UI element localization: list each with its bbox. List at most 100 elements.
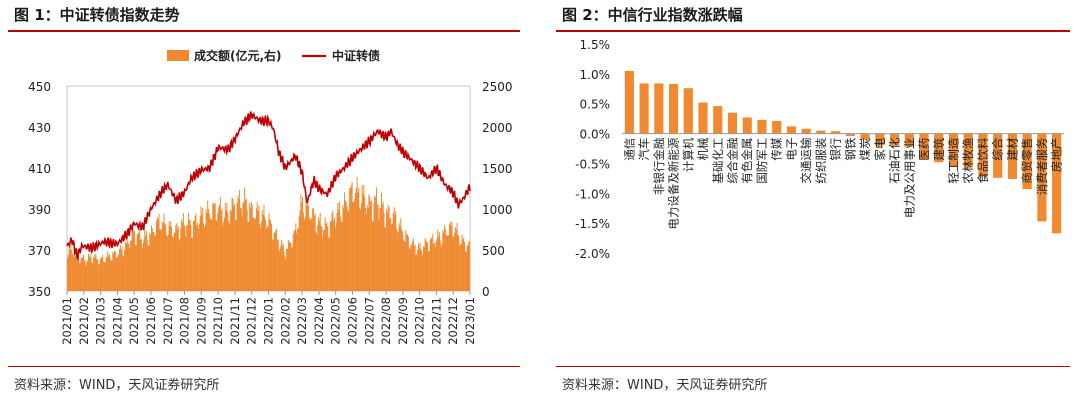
turnover-bar xyxy=(245,198,247,291)
category-label: 食品饮料 xyxy=(976,137,990,183)
turnover-bar xyxy=(94,254,96,291)
turnover-bar xyxy=(106,257,108,291)
y-axis-tick: -1.0% xyxy=(575,187,610,201)
turnover-bar xyxy=(355,187,357,291)
turnover-bar xyxy=(395,211,397,291)
turnover-bar xyxy=(150,234,152,291)
left-axis-tick: 390 xyxy=(28,203,51,217)
figure-1-source: 资料来源：WIND，天风证券研究所 xyxy=(14,378,220,393)
turnover-bar xyxy=(219,196,221,291)
turnover-bar xyxy=(429,239,431,291)
turnover-bar xyxy=(146,239,148,291)
turnover-bar xyxy=(349,188,351,291)
category-label: 计算机 xyxy=(681,137,695,172)
x-axis-tick-label: 2021/11 xyxy=(228,297,242,345)
turnover-bar xyxy=(300,193,302,291)
turnover-bar xyxy=(133,230,135,291)
turnover-bar xyxy=(340,220,342,291)
turnover-bar xyxy=(125,243,127,291)
turnover-bar xyxy=(169,226,171,291)
turnover-bar xyxy=(89,254,91,291)
turnover-bar xyxy=(154,235,156,291)
turnover-bar xyxy=(406,234,408,291)
turnover-bar xyxy=(270,220,272,291)
turnover-bar xyxy=(148,245,150,291)
turnover-bar xyxy=(215,220,217,291)
turnover-bar xyxy=(232,198,234,291)
turnover-bar xyxy=(356,176,358,291)
turnover-bar xyxy=(75,250,77,291)
turnover-bar xyxy=(371,221,373,291)
turnover-bar xyxy=(104,262,106,291)
turnover-bar xyxy=(108,254,110,291)
figure-2-source-rule xyxy=(556,366,1070,367)
turnover-bar xyxy=(319,212,321,291)
turnover-bar xyxy=(365,213,367,291)
turnover-bar xyxy=(243,202,245,291)
turnover-bar xyxy=(200,206,202,291)
turnover-bar xyxy=(334,227,336,291)
turnover-bar xyxy=(183,225,185,291)
turnover-bar xyxy=(385,227,387,291)
turnover-bar xyxy=(99,259,101,291)
turnover-bar xyxy=(396,228,398,291)
y-axis-tick: -0.5% xyxy=(575,157,610,171)
category-label: 家电 xyxy=(873,137,887,160)
turnover-bar xyxy=(143,239,145,291)
industry-bar xyxy=(963,133,973,168)
turnover-bar xyxy=(366,205,368,291)
turnover-bar xyxy=(97,259,99,291)
turnover-bar xyxy=(234,220,236,291)
turnover-bar xyxy=(388,207,390,291)
turnover-bar xyxy=(347,211,349,291)
turnover-bar xyxy=(136,234,138,291)
industry-bar xyxy=(890,133,900,146)
turnover-bar xyxy=(323,229,325,291)
turnover-bar xyxy=(420,248,422,291)
x-axis-tick-label: 2022/09 xyxy=(396,297,410,345)
industry-bar xyxy=(816,130,826,134)
category-label: 电力及公用事业 xyxy=(902,138,916,219)
turnover-bar xyxy=(73,255,75,291)
turnover-bar xyxy=(277,239,279,291)
turnover-bar xyxy=(107,251,109,291)
category-label: 机械 xyxy=(696,137,710,160)
turnover-bar xyxy=(237,195,239,291)
turnover-bar xyxy=(415,255,417,291)
turnover-bar xyxy=(153,232,155,291)
industry-bar xyxy=(845,133,855,136)
turnover-bar xyxy=(441,243,443,291)
category-label: 汽车 xyxy=(637,138,651,161)
x-axis-tick-label: 2021/01 xyxy=(60,297,74,345)
turnover-bar xyxy=(468,241,470,291)
turnover-bar xyxy=(140,239,142,291)
turnover-bar xyxy=(428,251,430,291)
turnover-bar xyxy=(267,227,269,291)
turnover-bar xyxy=(129,241,131,291)
turnover-bar xyxy=(307,198,309,291)
turnover-bar xyxy=(381,192,382,291)
turnover-bar xyxy=(269,219,271,291)
turnover-bar xyxy=(331,213,333,291)
industry-bar xyxy=(772,121,782,134)
turnover-bar xyxy=(159,229,161,291)
turnover-bar xyxy=(350,185,352,291)
turnover-bar xyxy=(450,225,452,291)
turnover-bar xyxy=(236,202,238,291)
turnover-bar xyxy=(187,225,189,291)
turnover-bar xyxy=(74,256,76,291)
turnover-bar xyxy=(303,219,305,291)
turnover-bar xyxy=(409,248,411,291)
turnover-bar xyxy=(383,212,385,291)
turnover-bar xyxy=(396,232,398,291)
category-label: 电子 xyxy=(784,138,798,161)
turnover-bar xyxy=(382,201,384,291)
category-label: 综合金融 xyxy=(726,137,740,183)
category-label: 房地产 xyxy=(1050,138,1064,173)
turnover-bar xyxy=(77,253,79,291)
turnover-bar xyxy=(318,217,320,291)
turnover-bar xyxy=(413,246,415,291)
turnover-bar xyxy=(291,247,293,291)
turnover-bar xyxy=(281,245,283,291)
industry-bar xyxy=(978,133,988,177)
